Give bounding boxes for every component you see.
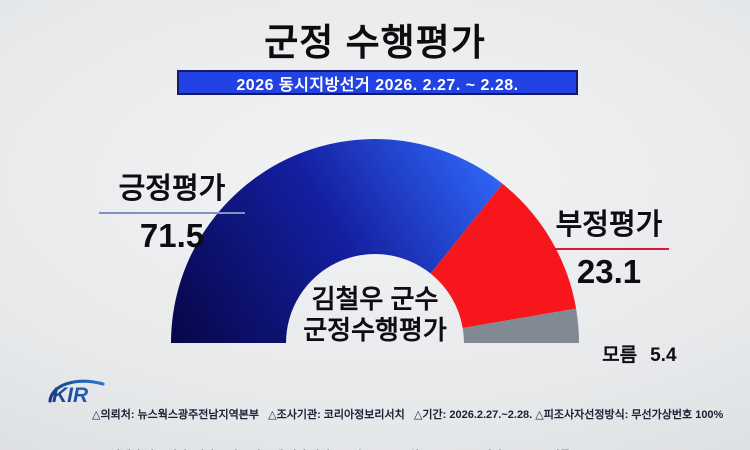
- center-label-line1: 김철우 군수: [311, 284, 439, 314]
- negative-label: 부정평가: [555, 209, 663, 241]
- gauge-center-label: 김철우 군수 군정수행평가: [0, 284, 750, 346]
- disclaimer-line1: △의뢰처: 뉴스웍스광주전남지역본부 △조사기관: 코리아정보리서치 △기간: …: [92, 409, 724, 421]
- unknown-label: 모름: [602, 345, 638, 366]
- unknown-label-block: 모름 5.4: [581, 318, 677, 389]
- kir-logo-icon: KIR: [48, 379, 105, 407]
- negative-underline: [549, 248, 669, 250]
- positive-underline: [99, 212, 245, 214]
- positive-label-block: 긍정평가 71.5: [99, 165, 245, 255]
- gauge-segment-positive: [171, 139, 503, 343]
- gauge-segment-negative: [430, 183, 577, 328]
- logo-text: KIR: [52, 384, 89, 407]
- negative-value: 23.1: [576, 253, 642, 290]
- gauge-segment-unknown: [462, 308, 579, 343]
- center-label-line2: 군정수행평가: [303, 315, 447, 345]
- positive-value: 71.5: [139, 217, 205, 254]
- survey-disclaimer: △의뢰처: 뉴스웍스광주전남지역본부 △조사기관: 코리아정보리서치 △기간: …: [92, 382, 723, 450]
- unknown-value: 5.4: [650, 345, 677, 366]
- page-title: 군정 수행평가: [264, 22, 486, 63]
- subtitle-banner: 2026 동시지방선거 2026. 2.27. ~ 2.28.: [177, 70, 578, 95]
- positive-label: 긍정평가: [118, 173, 226, 205]
- negative-label-block: 부정평가 23.1: [549, 201, 669, 291]
